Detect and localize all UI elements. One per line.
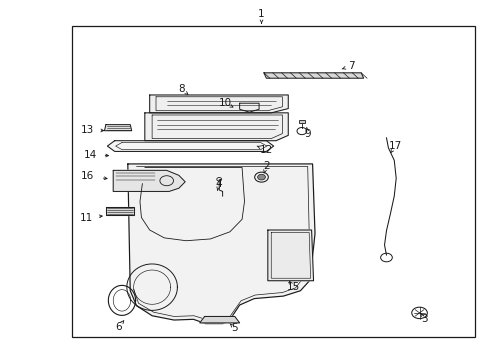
Text: 3: 3 — [420, 314, 427, 324]
Polygon shape — [106, 207, 134, 215]
Polygon shape — [149, 95, 287, 113]
Bar — [72, 26, 474, 337]
Polygon shape — [144, 113, 287, 141]
Text: 14: 14 — [83, 150, 97, 160]
Text: 8: 8 — [178, 84, 184, 94]
Text: 17: 17 — [388, 141, 401, 151]
Polygon shape — [239, 103, 259, 112]
Text: 7: 7 — [347, 61, 354, 71]
Polygon shape — [104, 125, 131, 131]
Text: 9: 9 — [304, 129, 310, 139]
Circle shape — [257, 174, 265, 180]
Text: 5: 5 — [231, 323, 238, 333]
Text: 2: 2 — [263, 161, 269, 171]
Bar — [298, 120, 304, 123]
Polygon shape — [127, 164, 314, 324]
Text: 10: 10 — [218, 98, 231, 108]
Text: 11: 11 — [80, 212, 93, 222]
Polygon shape — [267, 230, 313, 281]
Text: 6: 6 — [115, 322, 121, 332]
Text: 16: 16 — [81, 171, 94, 181]
Text: 4: 4 — [216, 179, 222, 189]
Polygon shape — [200, 316, 239, 323]
Text: 1: 1 — [258, 9, 264, 19]
Polygon shape — [264, 73, 363, 78]
Text: 15: 15 — [286, 282, 299, 292]
Polygon shape — [107, 141, 273, 152]
Text: 12: 12 — [259, 145, 272, 155]
Polygon shape — [113, 170, 185, 192]
Text: 13: 13 — [81, 125, 94, 135]
